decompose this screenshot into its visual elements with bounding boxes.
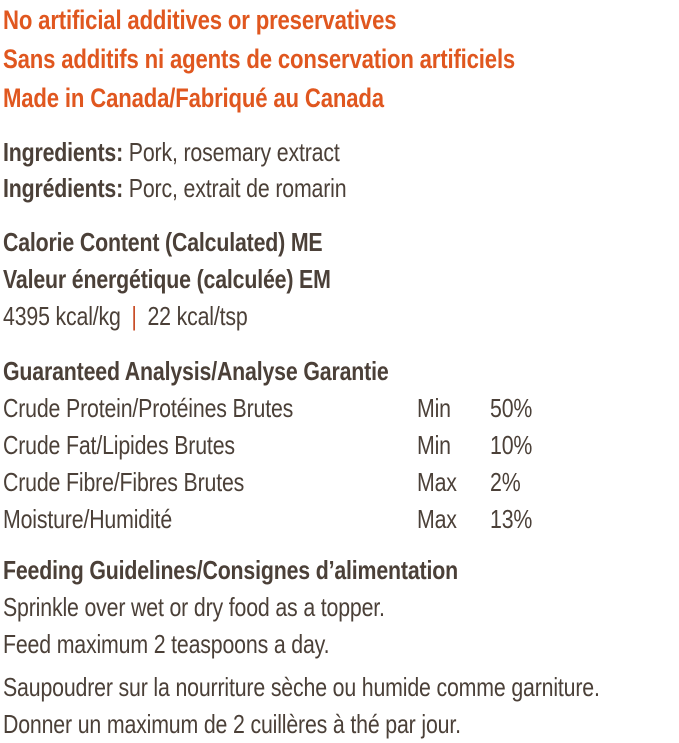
nutrient-value: 50% bbox=[490, 393, 533, 423]
table-row: Crude Fibre/Fibres Brutes Max 2% bbox=[3, 464, 679, 501]
ingredients-label-fr: Ingrédients: bbox=[3, 173, 124, 203]
guaranteed-analysis-title: Guaranteed Analysis/Analyse Garantie bbox=[3, 356, 389, 386]
nutrient-value: 13% bbox=[490, 504, 533, 534]
ingredients-value-en: Pork, rosemary extract bbox=[123, 137, 340, 167]
feeding-line-fr-2: Donner un maximum de 2 cuillères à thé p… bbox=[3, 709, 461, 739]
ingredients-value-fr: Porc, extrait de romarin bbox=[123, 173, 347, 203]
ingredients-section: Ingredients: Pork, rosemary extract Ingr… bbox=[3, 134, 679, 206]
calorie-per-kg: 4395 kcal/kg bbox=[3, 301, 121, 331]
nutrient-name: Crude Fibre/Fibres Brutes bbox=[3, 467, 245, 497]
claim-no-additives-text: No artificial additives or preservatives bbox=[3, 5, 397, 35]
nutrient-value: 10% bbox=[490, 430, 533, 460]
claim-made-in-canada: Made in Canada/Fabriqué au Canada bbox=[3, 79, 679, 118]
table-row: Moisture/Humidité Max 13% bbox=[3, 501, 679, 538]
nutrient-qualifier: Min bbox=[417, 393, 451, 423]
guaranteed-analysis-section: Guaranteed Analysis/Analyse Garantie Cru… bbox=[3, 353, 679, 538]
nutrient-name: Moisture/Humidité bbox=[3, 504, 173, 534]
nutrient-name: Crude Fat/Lipides Brutes bbox=[3, 430, 235, 460]
claim-no-additives: No artificial additives or preservatives bbox=[3, 1, 679, 40]
ingredients-line-en: Ingredients: Pork, rosemary extract bbox=[3, 134, 679, 170]
nutrient-value: 2% bbox=[490, 467, 521, 497]
ingredients-label-en: Ingredients: bbox=[3, 137, 124, 167]
nutrient-qualifier: Min bbox=[417, 430, 451, 460]
calorie-content-section: Calorie Content (Calculated) ME Valeur é… bbox=[3, 224, 679, 335]
table-row: Crude Protein/Protéines Brutes Min 50% bbox=[3, 390, 679, 427]
claim-made-in-canada-text: Made in Canada/Fabriqué au Canada bbox=[3, 83, 384, 113]
feeding-guidelines-section: Feeding Guidelines/Consignes d’alimentat… bbox=[3, 552, 679, 663]
nutrient-name: Crude Protein/Protéines Brutes bbox=[3, 393, 294, 423]
feeding-line-en-2: Feed maximum 2 teaspoons a day. bbox=[3, 629, 330, 659]
product-claims: No artificial additives or preservatives… bbox=[3, 0, 679, 118]
feeding-guidelines-title: Feeding Guidelines/Consignes d’alimentat… bbox=[3, 555, 458, 585]
calorie-title-en: Calorie Content (Calculated) ME bbox=[3, 227, 323, 257]
claim-no-additives-fr: Sans additifs ni agents de conservation … bbox=[3, 40, 679, 79]
ingredients-line-fr: Ingrédients: Porc, extrait de romarin bbox=[3, 170, 679, 206]
table-row: Crude Fat/Lipides Brutes Min 10% bbox=[3, 427, 679, 464]
calorie-title-fr: Valeur énergétique (calculée) EM bbox=[3, 264, 331, 294]
nutrient-qualifier: Max bbox=[417, 467, 457, 497]
claim-no-additives-fr-text: Sans additifs ni agents de conservation … bbox=[3, 44, 516, 74]
feeding-line-fr-1: Saupoudrer sur la nourriture sèche ou hu… bbox=[3, 672, 600, 702]
feeding-guidelines-french: Saupoudrer sur la nourriture sèche ou hu… bbox=[3, 669, 679, 743]
calorie-values: 4395 kcal/kg | 22 kcal/tsp bbox=[3, 298, 679, 335]
feeding-line-en-1: Sprinkle over wet or dry food as a toppe… bbox=[3, 592, 385, 622]
nutrient-qualifier: Max bbox=[417, 504, 457, 534]
calorie-per-tsp: 22 kcal/tsp bbox=[147, 301, 248, 331]
calorie-separator: | bbox=[131, 301, 137, 331]
